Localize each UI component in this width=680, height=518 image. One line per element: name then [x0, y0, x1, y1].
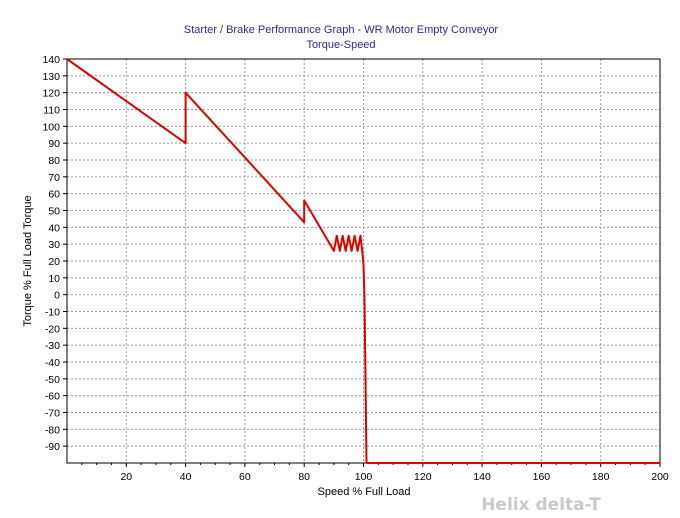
y-tick-label: 60 — [48, 189, 60, 201]
y-tick-label: 40 — [48, 222, 60, 234]
y-tick-label: -80 — [45, 424, 60, 436]
y-tick-label: 10 — [48, 273, 60, 285]
y-tick-label: -20 — [45, 323, 60, 335]
y-tick-label: 80 — [48, 155, 60, 167]
y-tick-label: 130 — [42, 71, 60, 83]
y-tick-label: 90 — [48, 138, 60, 150]
x-axis-label: Speed % Full Load — [318, 486, 411, 498]
x-tick-label: 40 — [180, 471, 192, 483]
x-tick-label: 20 — [120, 471, 132, 483]
y-tick-label: -30 — [45, 340, 60, 352]
y-tick-label: 100 — [42, 121, 60, 133]
y-tick-labels: 1401301201101009080706050403020100-10-20… — [42, 54, 60, 453]
x-tick-label: 160 — [533, 471, 551, 483]
series-line-0 — [66, 58, 660, 464]
y-tick-label: 140 — [42, 54, 60, 66]
x-tick-label: 200 — [651, 471, 669, 483]
series-group — [66, 58, 660, 464]
x-tick-label: 100 — [355, 471, 373, 483]
x-tick-label: 140 — [473, 471, 491, 483]
x-tick-label: 80 — [298, 471, 310, 483]
x-tick-labels: 20 40 60 80 100 120 140 160 180 200 — [120, 471, 668, 483]
y-tick-label: 110 — [43, 105, 60, 117]
y-tick-label: -90 — [45, 441, 60, 453]
y-tick-label: 50 — [48, 206, 60, 218]
y-tick-label: 30 — [48, 239, 60, 251]
y-tick-label: -70 — [45, 408, 60, 420]
x-tick-label: 60 — [239, 471, 251, 483]
y-tick-label: -40 — [45, 357, 60, 369]
minor-ticks — [63, 58, 661, 467]
watermark-text: Helix delta-T — [481, 495, 601, 515]
x-tick-label: 180 — [592, 471, 610, 483]
y-tick-label: 120 — [42, 88, 60, 100]
y-tick-label: -10 — [45, 307, 60, 319]
y-tick-label: 20 — [48, 256, 60, 268]
chart-subtitle: Torque-Speed — [306, 39, 375, 51]
y-tick-label: -50 — [45, 374, 60, 386]
y-tick-label: 0 — [54, 290, 60, 302]
chart-title: Starter / Brake Performance Graph - WR M… — [184, 24, 499, 36]
y-axis-label: Torque % Full Load Torque — [22, 195, 34, 326]
x-tick-label: 120 — [414, 471, 432, 483]
y-tick-label: -60 — [45, 391, 60, 403]
y-tick-label: 70 — [48, 172, 60, 184]
